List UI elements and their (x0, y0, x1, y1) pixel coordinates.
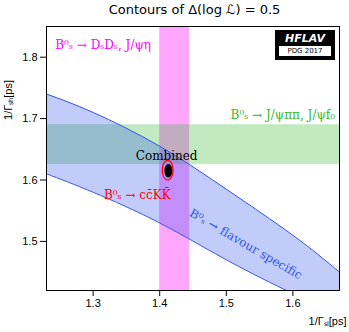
svg-text:1.5: 1.5 (219, 297, 234, 309)
html-text:Contours of Δ(log ℒ) = 0.5: Contours of Δ(log ℒ) = 0.5 (108, 2, 281, 17)
svg-text:1.6: 1.6 (285, 297, 300, 309)
svg-text:1.7: 1.7 (22, 112, 37, 124)
svg-text:1.3: 1.3 (85, 297, 100, 309)
svg-text:1.8: 1.8 (22, 51, 37, 63)
svg-text:1.4: 1.4 (152, 297, 167, 309)
svg-text:1/Γₛₕ[ps]: 1/Γₛₕ[ps] (2, 80, 14, 120)
svg-text:B⁰ₛ → J/ψππ, J/ψf₀: B⁰ₛ → J/ψππ, J/ψf₀ (231, 108, 336, 122)
svg-text:B⁰ₛ → flavour specific: B⁰ₛ → flavour specific (187, 206, 305, 282)
html-text:PDG 2017: PDG 2017 (287, 47, 323, 55)
svg-text:1.6: 1.6 (22, 174, 37, 186)
svg-text:1.5: 1.5 (22, 235, 37, 247)
svg-text:B⁰ₛ → cc̄KK̄: B⁰ₛ → cc̄KK̄ (104, 187, 172, 202)
svg-text:B⁰ₛ → DₛDₛ, J/ψη: B⁰ₛ → DₛDₛ, J/ψη (55, 38, 151, 52)
svg-text:1/Γₛₗ[ps]: 1/Γₛₗ[ps] (309, 315, 347, 327)
svg-text:Combined: Combined (136, 149, 198, 163)
html-text:HFLAV: HFLAV (285, 32, 325, 45)
